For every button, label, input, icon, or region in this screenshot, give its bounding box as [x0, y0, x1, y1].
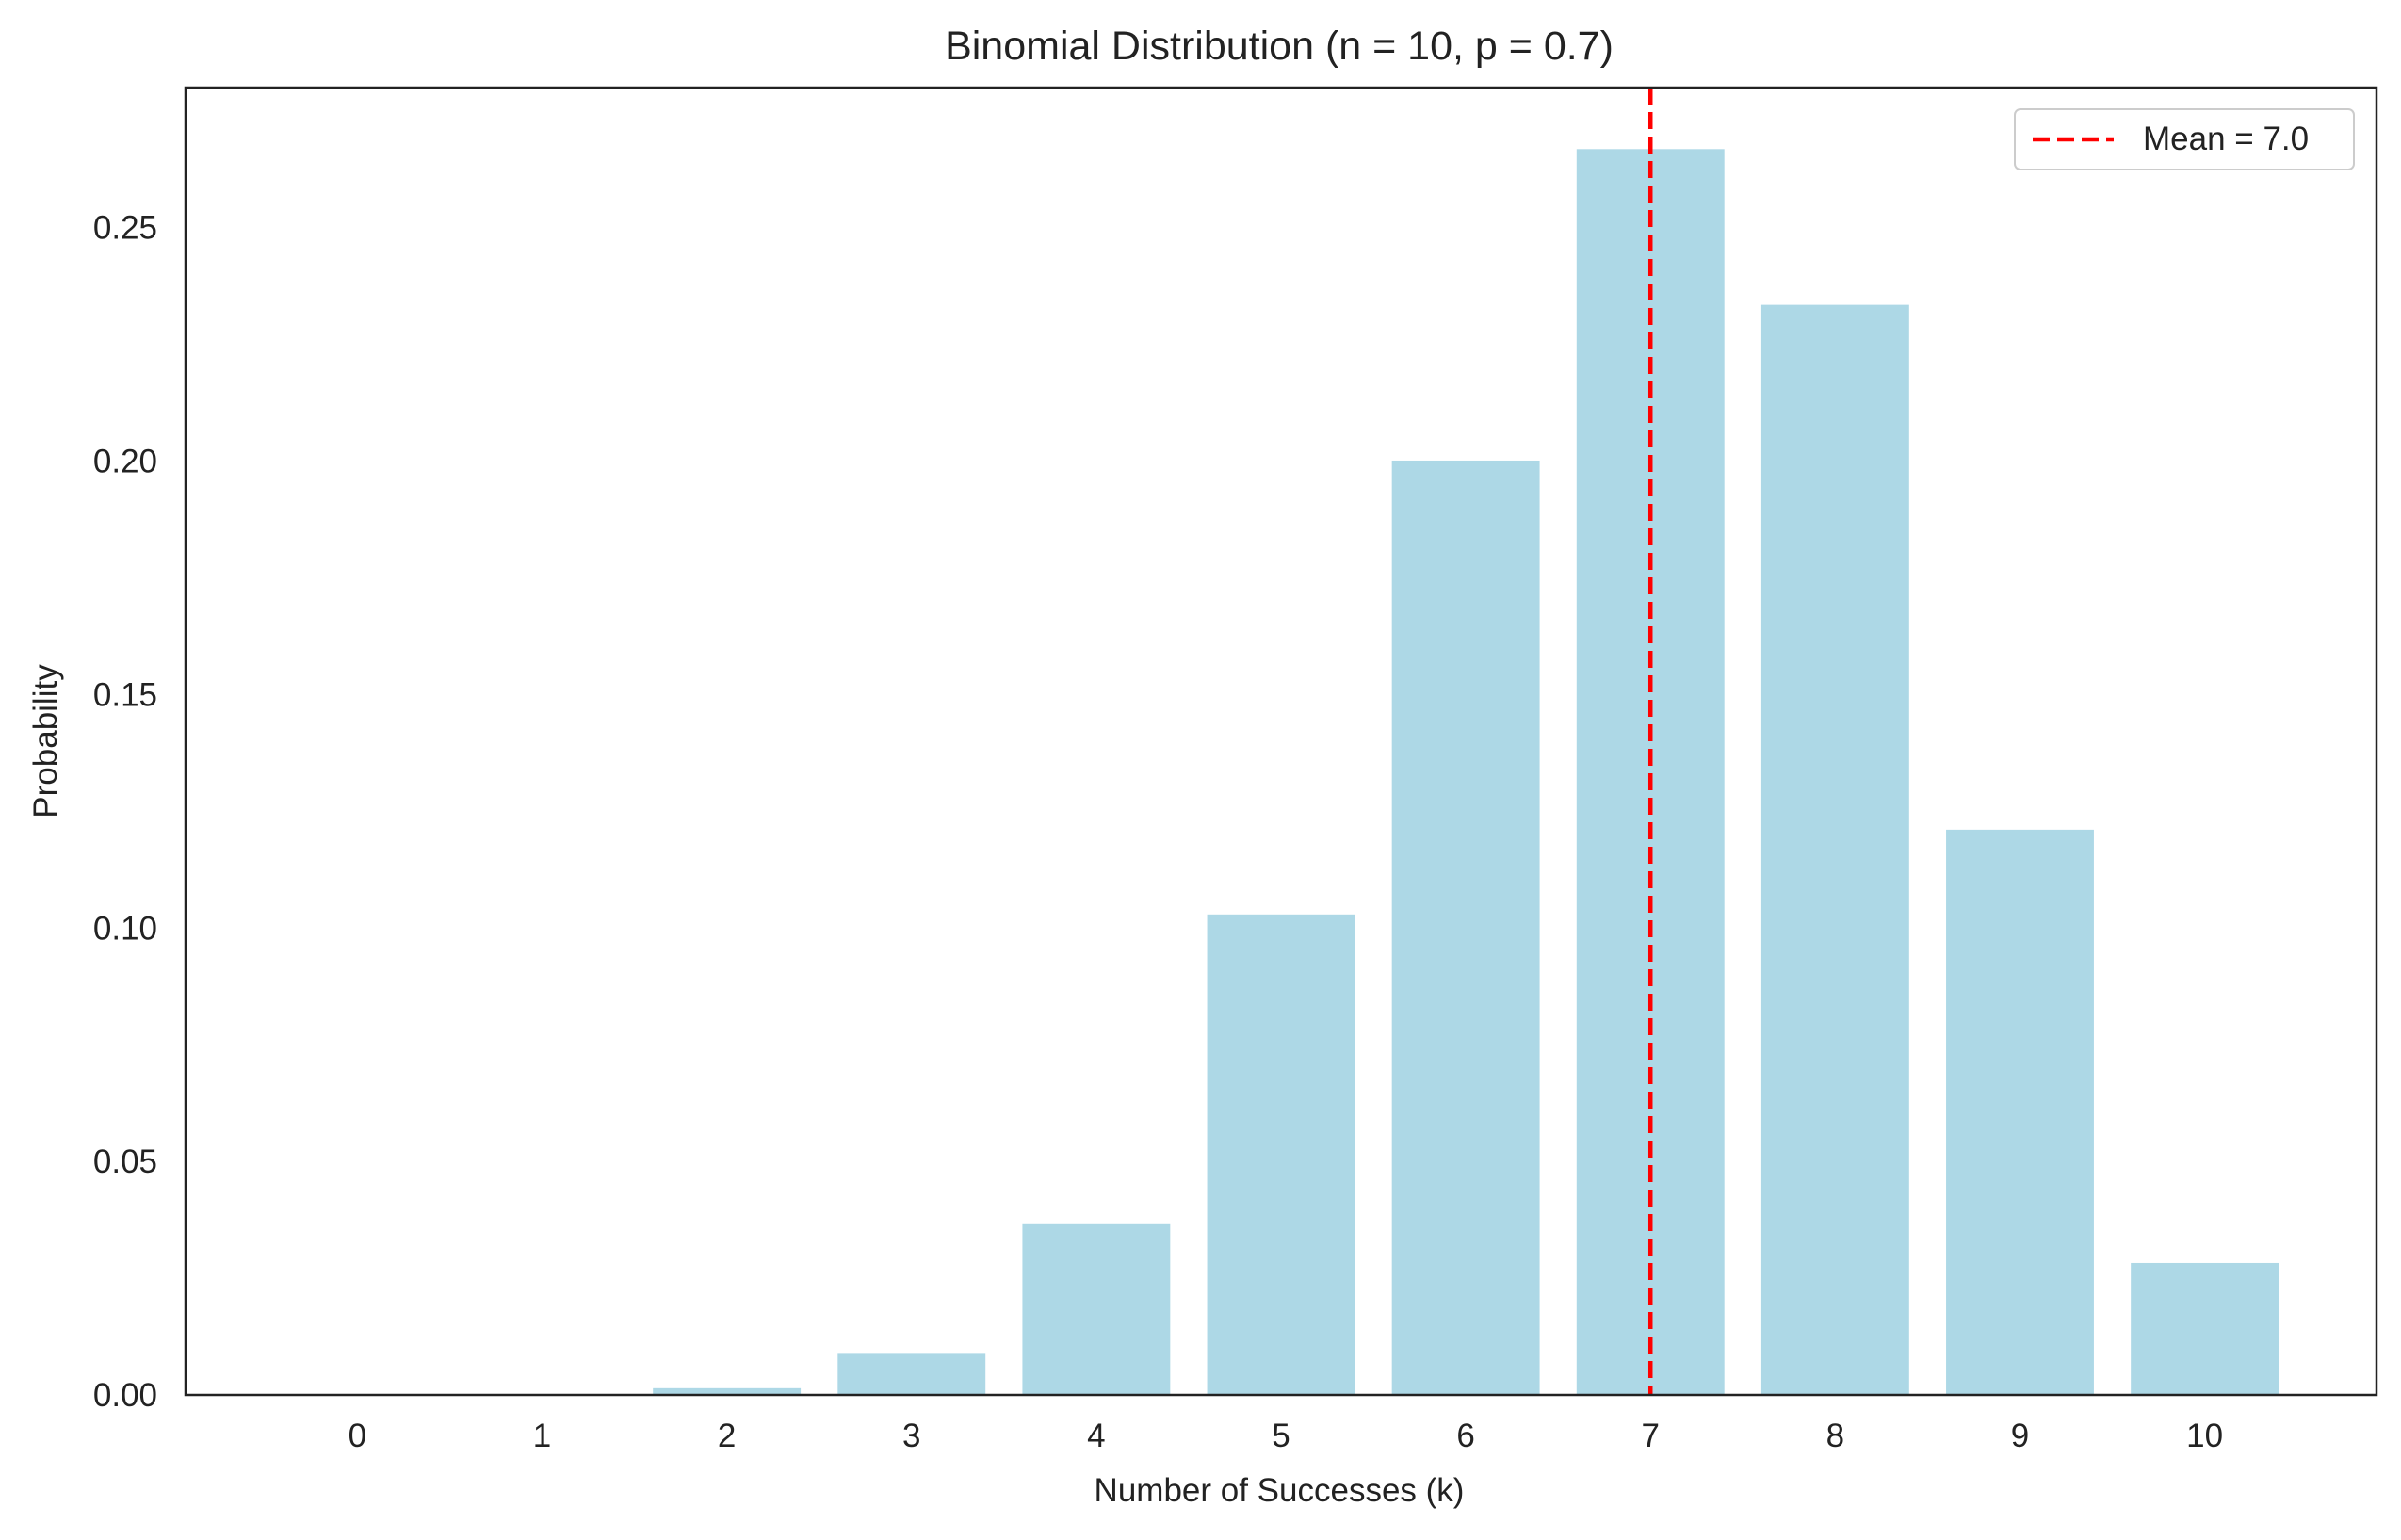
- chart-title: Binomial Distribution (n = 10, p = 0.7): [945, 24, 1614, 69]
- bar-k-10: [2131, 1263, 2279, 1395]
- x-tick-label-9: 9: [2011, 1418, 2029, 1454]
- legend: Mean = 7.0: [2015, 109, 2354, 170]
- x-tick-label-7: 7: [1642, 1418, 1660, 1454]
- y-tick-label: 0.25: [93, 210, 157, 247]
- x-tick-label-4: 4: [1087, 1418, 1105, 1454]
- x-axis-label: Number of Successes (k): [1095, 1472, 1465, 1509]
- y-tick-label: 0.20: [93, 444, 157, 480]
- y-axis-label: Probability: [27, 664, 64, 819]
- x-tick-label-0: 0: [349, 1418, 366, 1454]
- bar-k-6: [1392, 461, 1540, 1395]
- bar-k-3: [837, 1353, 985, 1395]
- bar-k-8: [1761, 305, 1909, 1395]
- y-tick-label: 0.00: [93, 1377, 157, 1414]
- legend-mean-label: Mean = 7.0: [2143, 121, 2309, 157]
- x-tick-label-8: 8: [1826, 1418, 1844, 1454]
- y-tick-label: 0.05: [93, 1143, 157, 1180]
- bar-k-5: [1208, 915, 1355, 1395]
- bar-k-9: [1946, 830, 2094, 1395]
- x-tick-label-10: 10: [2186, 1418, 2223, 1454]
- y-tick-label: 0.10: [93, 910, 157, 947]
- x-tick-label-6: 6: [1456, 1418, 1474, 1454]
- x-tick-label-1: 1: [533, 1418, 551, 1454]
- bar-k-4: [1022, 1224, 1170, 1395]
- x-tick-label-2: 2: [718, 1418, 736, 1454]
- x-tick-label-5: 5: [1272, 1418, 1290, 1454]
- x-tick-label-3: 3: [902, 1418, 920, 1454]
- y-tick-label: 0.15: [93, 676, 157, 713]
